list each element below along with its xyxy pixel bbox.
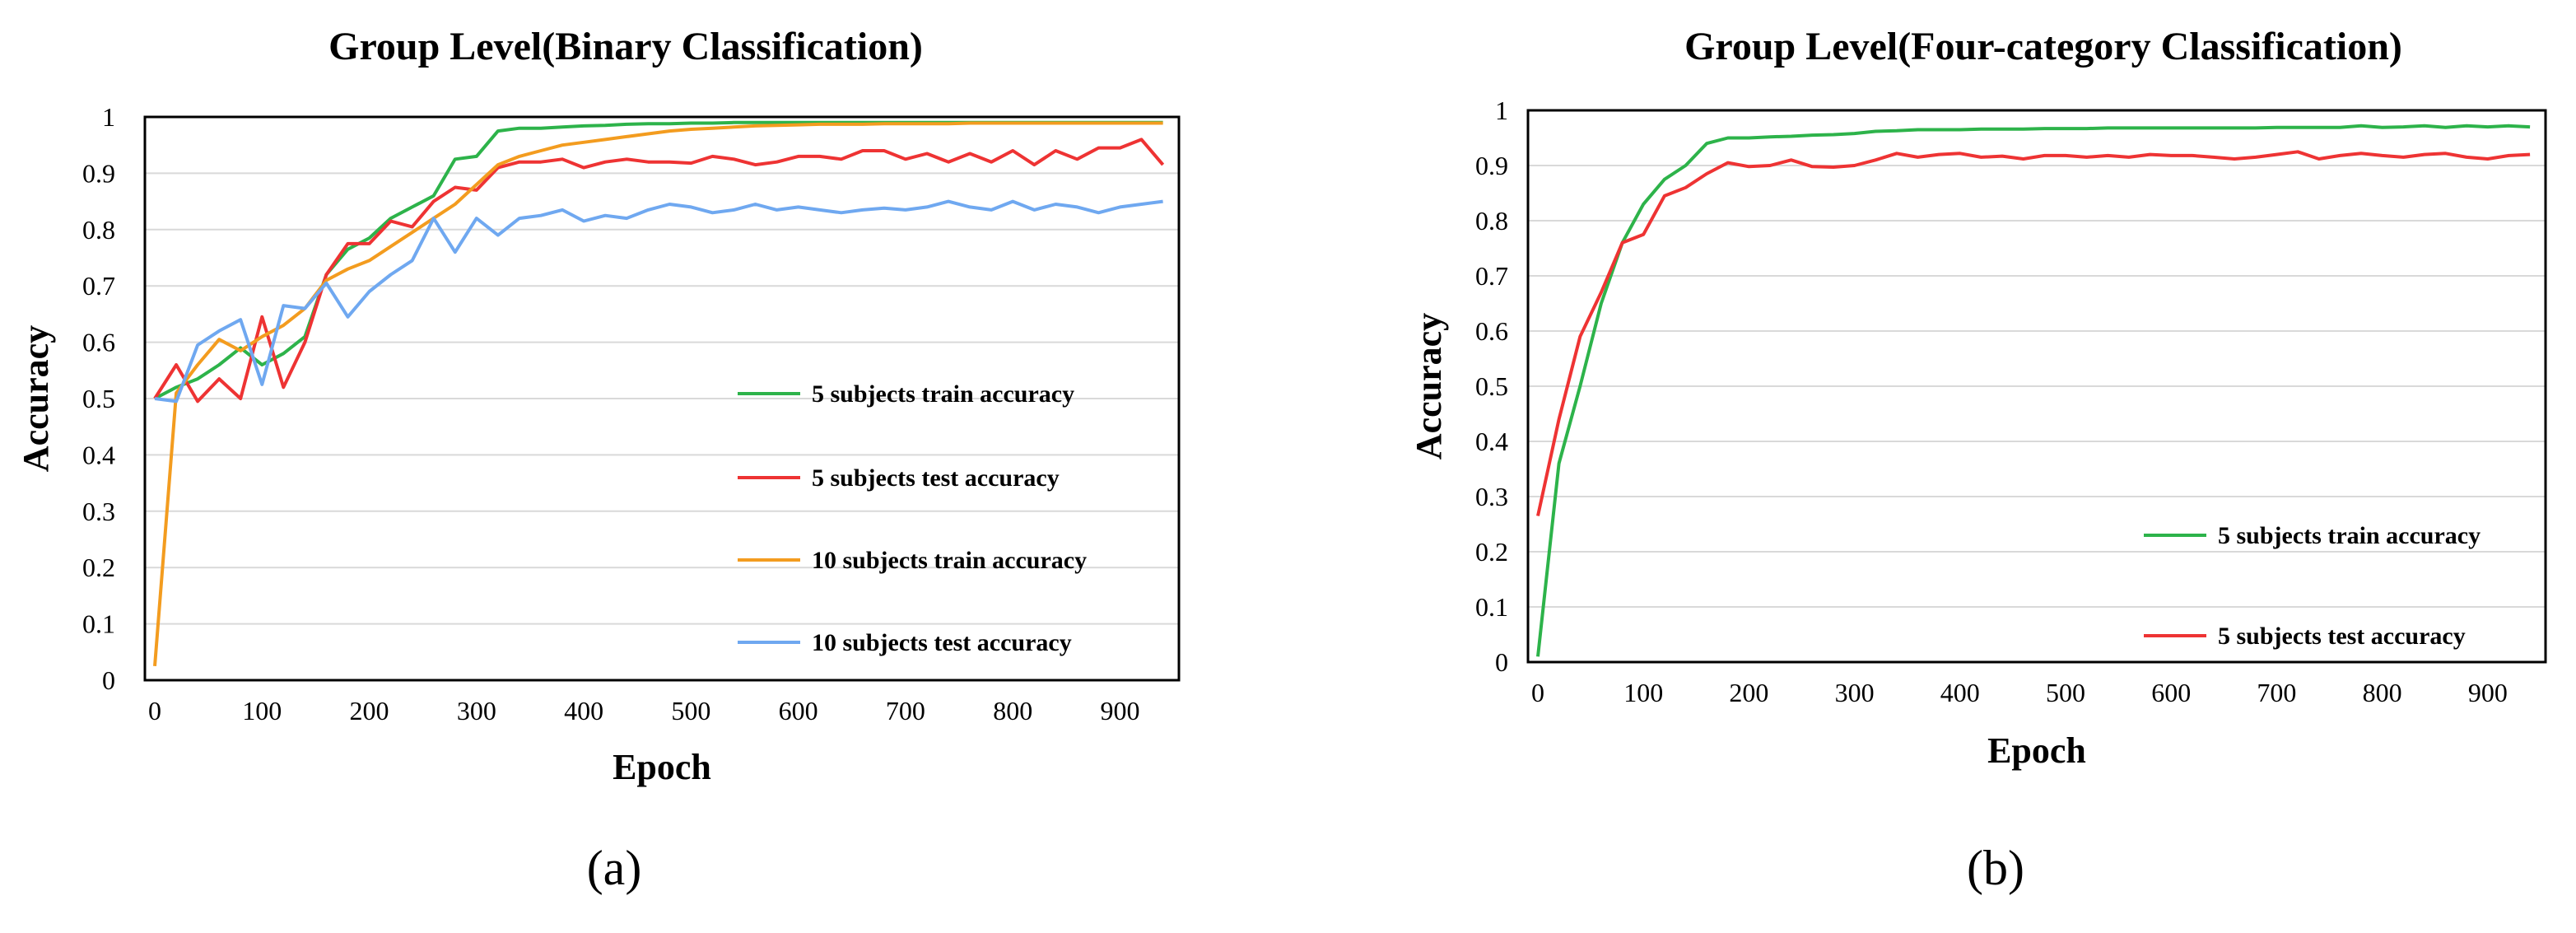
y-tick-label: 0.9 [1475, 151, 1508, 180]
y-tick-label: 0.6 [1475, 316, 1508, 346]
chart-a-svg: Group Level(Binary Classification) 0 0.1 0.… [16, 25, 1181, 787]
y-tick-label: 1 [1495, 96, 1508, 125]
chart-title: Group Level(Binary Classification) [328, 25, 923, 68]
x-tick-label: 900 [1100, 696, 1139, 725]
y-tick-label: 0.6 [82, 328, 115, 357]
y-tick-label: 0.9 [82, 158, 115, 188]
y-tick-label: 0.8 [82, 215, 115, 245]
x-tick-label: 0 [1531, 678, 1544, 707]
x-tick-label: 500 [671, 696, 710, 725]
series-line-4 [154, 199, 1163, 404]
x-tick-label: 800 [2363, 678, 2402, 707]
series-line-1 [1536, 124, 2531, 657]
legend-entry: 5 subjects test accuracy [812, 464, 1060, 492]
y-tick-label: 0.5 [1475, 371, 1508, 401]
y-tick-label: 0.1 [1475, 592, 1508, 622]
series-line-2 [153, 138, 1165, 404]
caption-b: (b) [1967, 841, 2024, 895]
y-tick-label: 0.4 [1475, 427, 1508, 456]
y-tick-label: 0.8 [1475, 206, 1508, 236]
chart-panel-a: Group Level(Binary Classification) 0 0.1 0.… [16, 25, 1181, 895]
x-tick-label: 500 [2046, 678, 2085, 707]
x-tick-label: 0 [148, 696, 161, 725]
legend-entry: 5 subjects train accuracy [812, 380, 1074, 408]
x-tick-label: 100 [242, 696, 282, 725]
x-tick-label: 600 [779, 696, 818, 725]
x-tick-label: 600 [2151, 678, 2191, 707]
x-tick-label: 400 [564, 696, 603, 725]
x-axis-label: Epoch [1987, 730, 2086, 771]
y-tick-label: 0.2 [1475, 537, 1508, 567]
x-tick-label: 800 [993, 696, 1032, 725]
legend-entry: 5 subjects train accuracy [2218, 522, 2481, 549]
chart-panel-b: Group Level(Four-category Classification… [1288, 0, 2576, 933]
x-tick-label: 100 [1623, 678, 1663, 707]
x-tick-label: 700 [886, 696, 925, 725]
series-line-2 [1536, 150, 2531, 516]
y-axis-label: Accuracy [16, 325, 56, 472]
legend-entry: 10 subjects train accuracy [812, 547, 1087, 574]
y-tick-label: 0 [1495, 647, 1508, 677]
legend-entry: 5 subjects test accuracy [2218, 623, 2466, 650]
x-tick-label: 400 [1940, 678, 1980, 707]
y-tick-label: 0.3 [1475, 482, 1508, 511]
caption-a: (a) [586, 841, 642, 895]
y-tick-label: 0.3 [82, 497, 115, 526]
y-tick-label: 0.7 [1475, 261, 1508, 291]
series-line-1 [154, 120, 1163, 400]
plot-frame [1526, 109, 2547, 664]
x-axis-label: Epoch [613, 747, 711, 787]
chart-title: Group Level(Four-category Classification… [1684, 25, 2402, 68]
y-tick-label: 0.7 [82, 271, 115, 301]
y-axis-label: Accuracy [1409, 313, 1449, 460]
y-tick-label: 0.4 [82, 440, 115, 469]
plot-frame [143, 115, 1181, 682]
x-tick-label: 200 [1729, 678, 1768, 707]
chart-b-svg: Group Level(Four-category Classification… [1409, 25, 2547, 771]
x-tick-label: 300 [457, 696, 496, 725]
y-tick-label: 0 [102, 665, 115, 695]
x-tick-label: 900 [2468, 678, 2508, 707]
x-tick-label: 300 [1835, 678, 1875, 707]
y-tick-label: 1 [102, 102, 115, 132]
legend-entry: 10 subjects test accuracy [812, 629, 1072, 656]
y-tick-label: 0.1 [82, 609, 115, 639]
x-tick-label: 700 [2257, 678, 2296, 707]
y-tick-label: 0.2 [82, 553, 115, 582]
x-tick-label: 200 [350, 696, 389, 725]
y-tick-label: 0.5 [82, 384, 115, 413]
